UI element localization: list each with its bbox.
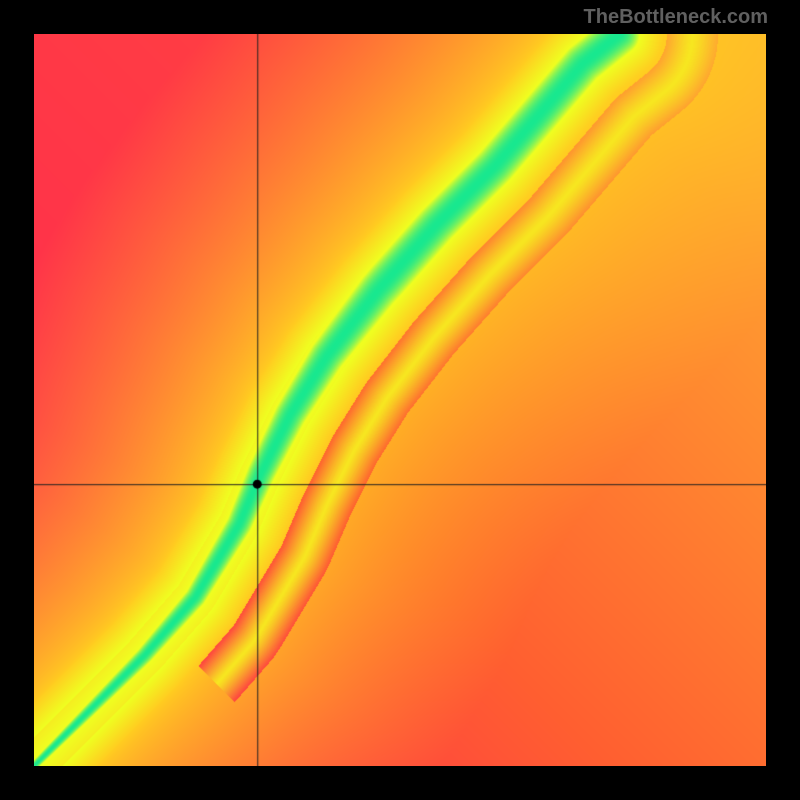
watermark-label: TheBottleneck.com: [584, 6, 768, 29]
heatmap-canvas: [34, 34, 766, 766]
heatmap-plot: [34, 34, 766, 766]
chart-container: TheBottleneck.com: [0, 0, 800, 800]
chart-frame: [0, 0, 800, 800]
